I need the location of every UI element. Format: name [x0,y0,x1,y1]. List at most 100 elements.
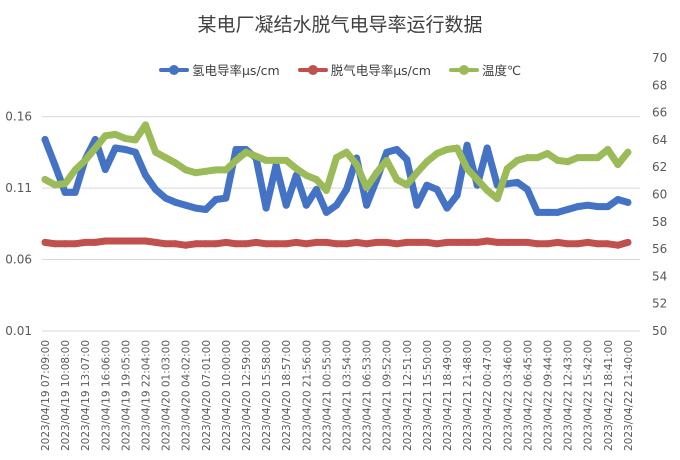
data-point [252,238,260,246]
data-point [192,169,200,177]
data-point [131,237,139,245]
data-point [403,181,411,189]
data-point [483,186,491,194]
x-tick-label: 2023/04/22 09:44:00 [543,340,555,451]
data-point [503,238,511,246]
data-point [61,240,69,248]
legend-item-temperature: 温度℃ [448,60,521,79]
data-point [111,144,119,152]
x-tick-label: 2023/04/21 09:52:00 [382,340,394,451]
data-point [533,240,541,248]
legend-marker-icon [448,64,479,75]
data-point [624,198,632,206]
x-tick-label: 2023/04/21 15:50:00 [422,340,434,451]
data-point [162,154,170,162]
x-tick-label: 2023/04/19 22:04:00 [141,340,153,451]
data-point [483,144,491,152]
data-point [292,238,300,246]
data-point [292,165,300,173]
data-point [353,238,361,246]
data-point [182,241,190,249]
data-point [312,185,320,193]
data-point [142,171,149,179]
y-left-tick-label: 0.06 [5,253,32,267]
data-point [403,238,411,246]
data-point [242,240,250,248]
data-point [182,166,190,174]
data-point [383,148,391,156]
data-point [443,204,451,212]
x-tick-label: 2023/04/22 21:40:00 [623,340,635,451]
data-point [152,185,160,193]
data-point [503,165,511,173]
data-point [353,160,361,168]
data-point [343,148,350,156]
data-point [363,201,371,209]
data-point [51,240,59,248]
data-point [513,238,521,246]
data-point [343,185,350,193]
x-tick-label: 2023/04/20 10:00:00 [221,340,233,451]
data-point [322,186,330,194]
legend-label: 脱气电导率μs/cm [330,63,431,78]
data-point [121,237,129,245]
x-tick-label: 2023/04/21 06:53:00 [362,340,374,451]
data-point [302,201,310,209]
data-point [121,135,129,143]
data-point [523,238,531,246]
x-tick-label: 2023/04/20 04:02:00 [181,340,193,451]
series-line-0 [41,136,632,216]
data-point [152,148,160,156]
data-point [423,158,431,166]
y-right-tick-label: 52 [652,297,667,311]
data-point [493,195,501,203]
data-point [232,156,240,164]
data-point [71,188,79,196]
data-point [453,144,461,152]
y-right-tick-label: 50 [652,324,667,338]
data-point [282,156,290,164]
data-point [523,154,531,162]
data-point [91,238,99,246]
data-point [172,159,180,167]
x-tick-label: 2023/04/21 18:49:00 [442,340,454,451]
data-point [302,240,310,248]
data-point [212,166,220,174]
legend-item-degassed-conductivity: 脱气电导率μs/cm [297,60,431,79]
data-point [81,156,89,164]
data-point [222,194,230,202]
y-right-tick-label: 56 [652,242,667,256]
data-point [121,145,129,153]
data-point [413,201,421,209]
data-point [41,175,49,183]
x-tick-label: 2023/04/20 15:58:00 [261,340,273,451]
data-point [212,196,220,204]
data-point [393,240,401,248]
data-point [544,150,551,158]
data-point [322,238,330,246]
data-point [131,148,139,156]
data-point [493,238,501,246]
data-point [604,203,612,211]
data-point [403,155,411,163]
x-tick-label: 2023/04/20 01:03:00 [161,340,173,451]
data-point [513,178,521,186]
data-point [584,238,592,246]
data-point [222,238,230,246]
data-point [162,194,170,202]
data-point [162,240,170,248]
x-tick-label: 2023/04/19 16:06:00 [100,340,112,451]
x-tick-label: 2023/04/20 12:59:00 [241,340,253,451]
data-point [71,166,79,174]
data-point [554,156,562,164]
legend-marker-icon [158,64,189,75]
data-point [393,175,401,183]
data-point [332,154,340,162]
data-point [332,240,340,248]
data-point [192,204,200,212]
data-point [624,148,632,156]
x-tick-label: 2023/04/19 07:09:00 [40,340,52,451]
data-point [443,145,451,153]
data-point [433,185,441,193]
